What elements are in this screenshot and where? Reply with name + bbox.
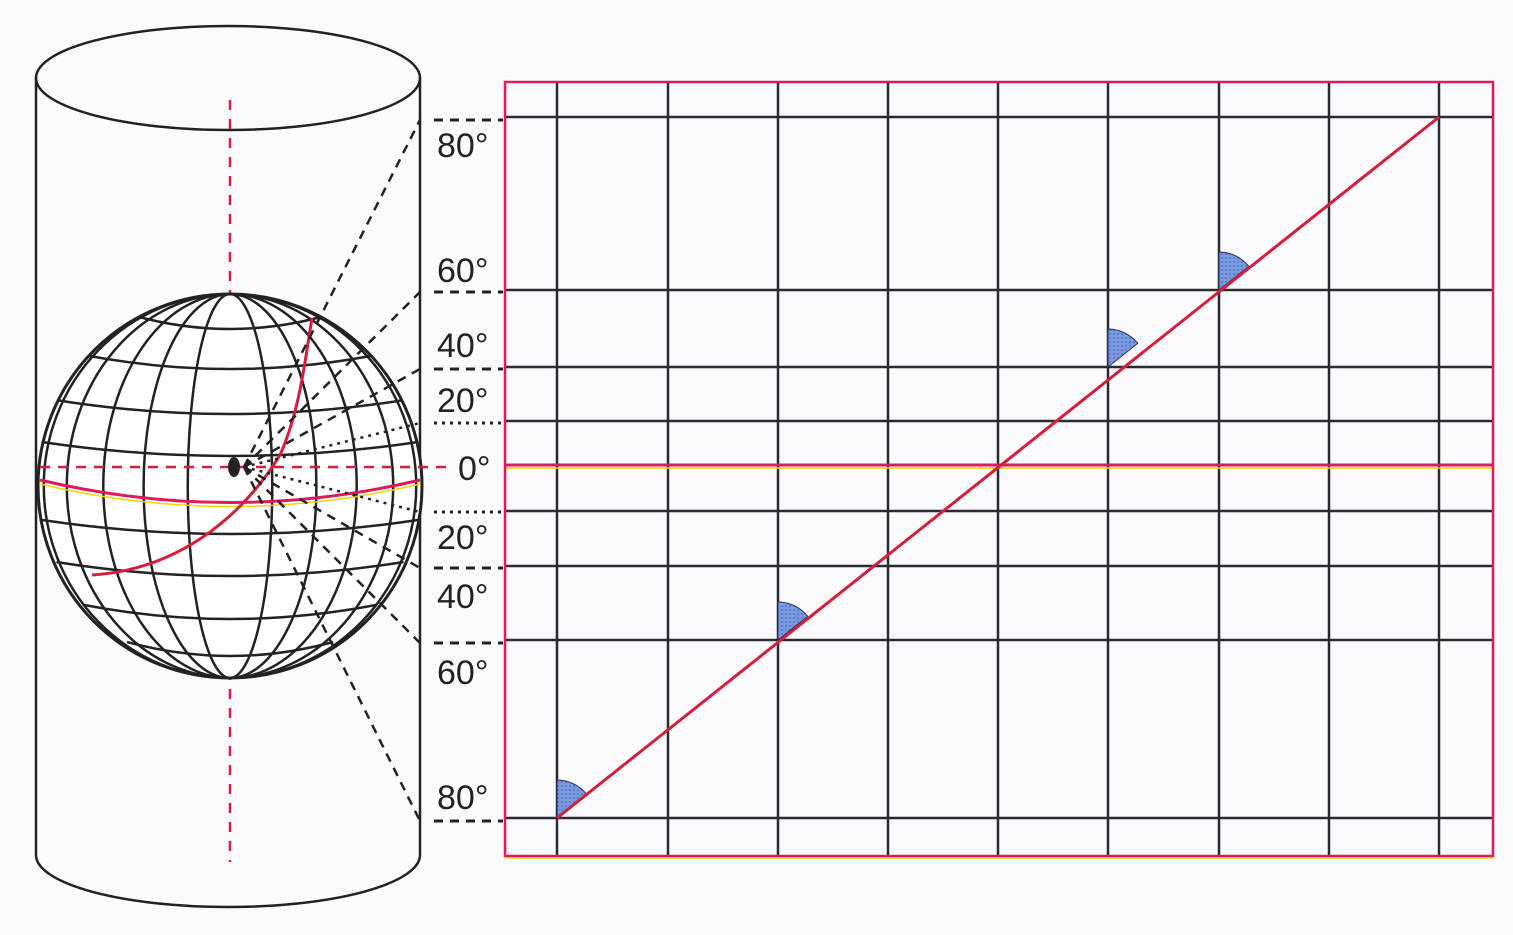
globe-parallel — [41, 440, 419, 458]
globe-meridian — [102, 294, 358, 678]
globe-fill — [38, 294, 422, 678]
globe-parallel — [126, 640, 334, 658]
projection-ray — [243, 367, 421, 469]
globe-outline — [36, 292, 424, 680]
latitude-label-eq: 0° — [458, 450, 491, 488]
projection-rays — [242, 118, 503, 823]
projection-ray — [242, 466, 422, 822]
latitude-label-s80: 80° — [437, 779, 488, 817]
globe — [36, 292, 446, 680]
projection-ray — [243, 421, 421, 469]
globe-meridian — [186, 294, 274, 678]
globe-parallel — [131, 313, 329, 331]
angle-marker — [1107, 328, 1139, 369]
latitude-label-n60: 60° — [437, 252, 488, 290]
projection-ray — [243, 465, 421, 570]
globe-parallel — [84, 353, 376, 371]
globe-parallel — [55, 398, 405, 416]
globe-loxodrome — [91, 317, 314, 577]
cylinder-top — [34, 24, 422, 132]
latitude-label-n20: 20° — [437, 382, 488, 420]
cylinder-bottom — [34, 854, 422, 909]
latitude-label-s40: 40° — [437, 578, 488, 616]
rhumb-line — [556, 115, 1440, 820]
globe-graticule — [41, 294, 419, 678]
projection-ray — [242, 119, 422, 468]
latitude-label-n40: 40° — [437, 327, 488, 365]
map-border — [503, 80, 1495, 858]
cylinder — [34, 24, 422, 909]
latitude-label-n80: 80° — [437, 127, 488, 165]
latitude-label-s20: 20° — [437, 519, 488, 557]
globe-equator — [39, 478, 421, 504]
globe-meridian — [42, 294, 418, 678]
angle-marker — [777, 601, 809, 642]
latitude-label-s60: 60° — [437, 654, 488, 692]
globe-equator-highlight — [39, 483, 421, 508]
globe-parallel — [42, 518, 418, 536]
globe-center-point — [228, 457, 240, 477]
projected-map — [503, 80, 1495, 859]
globe-parallel — [84, 603, 376, 621]
globe-parallel — [56, 560, 404, 578]
projection-ray — [243, 465, 421, 514]
latitude-labels: 80° 60° 40° 20° 0° 20° 40° 60° 80° — [437, 127, 491, 817]
